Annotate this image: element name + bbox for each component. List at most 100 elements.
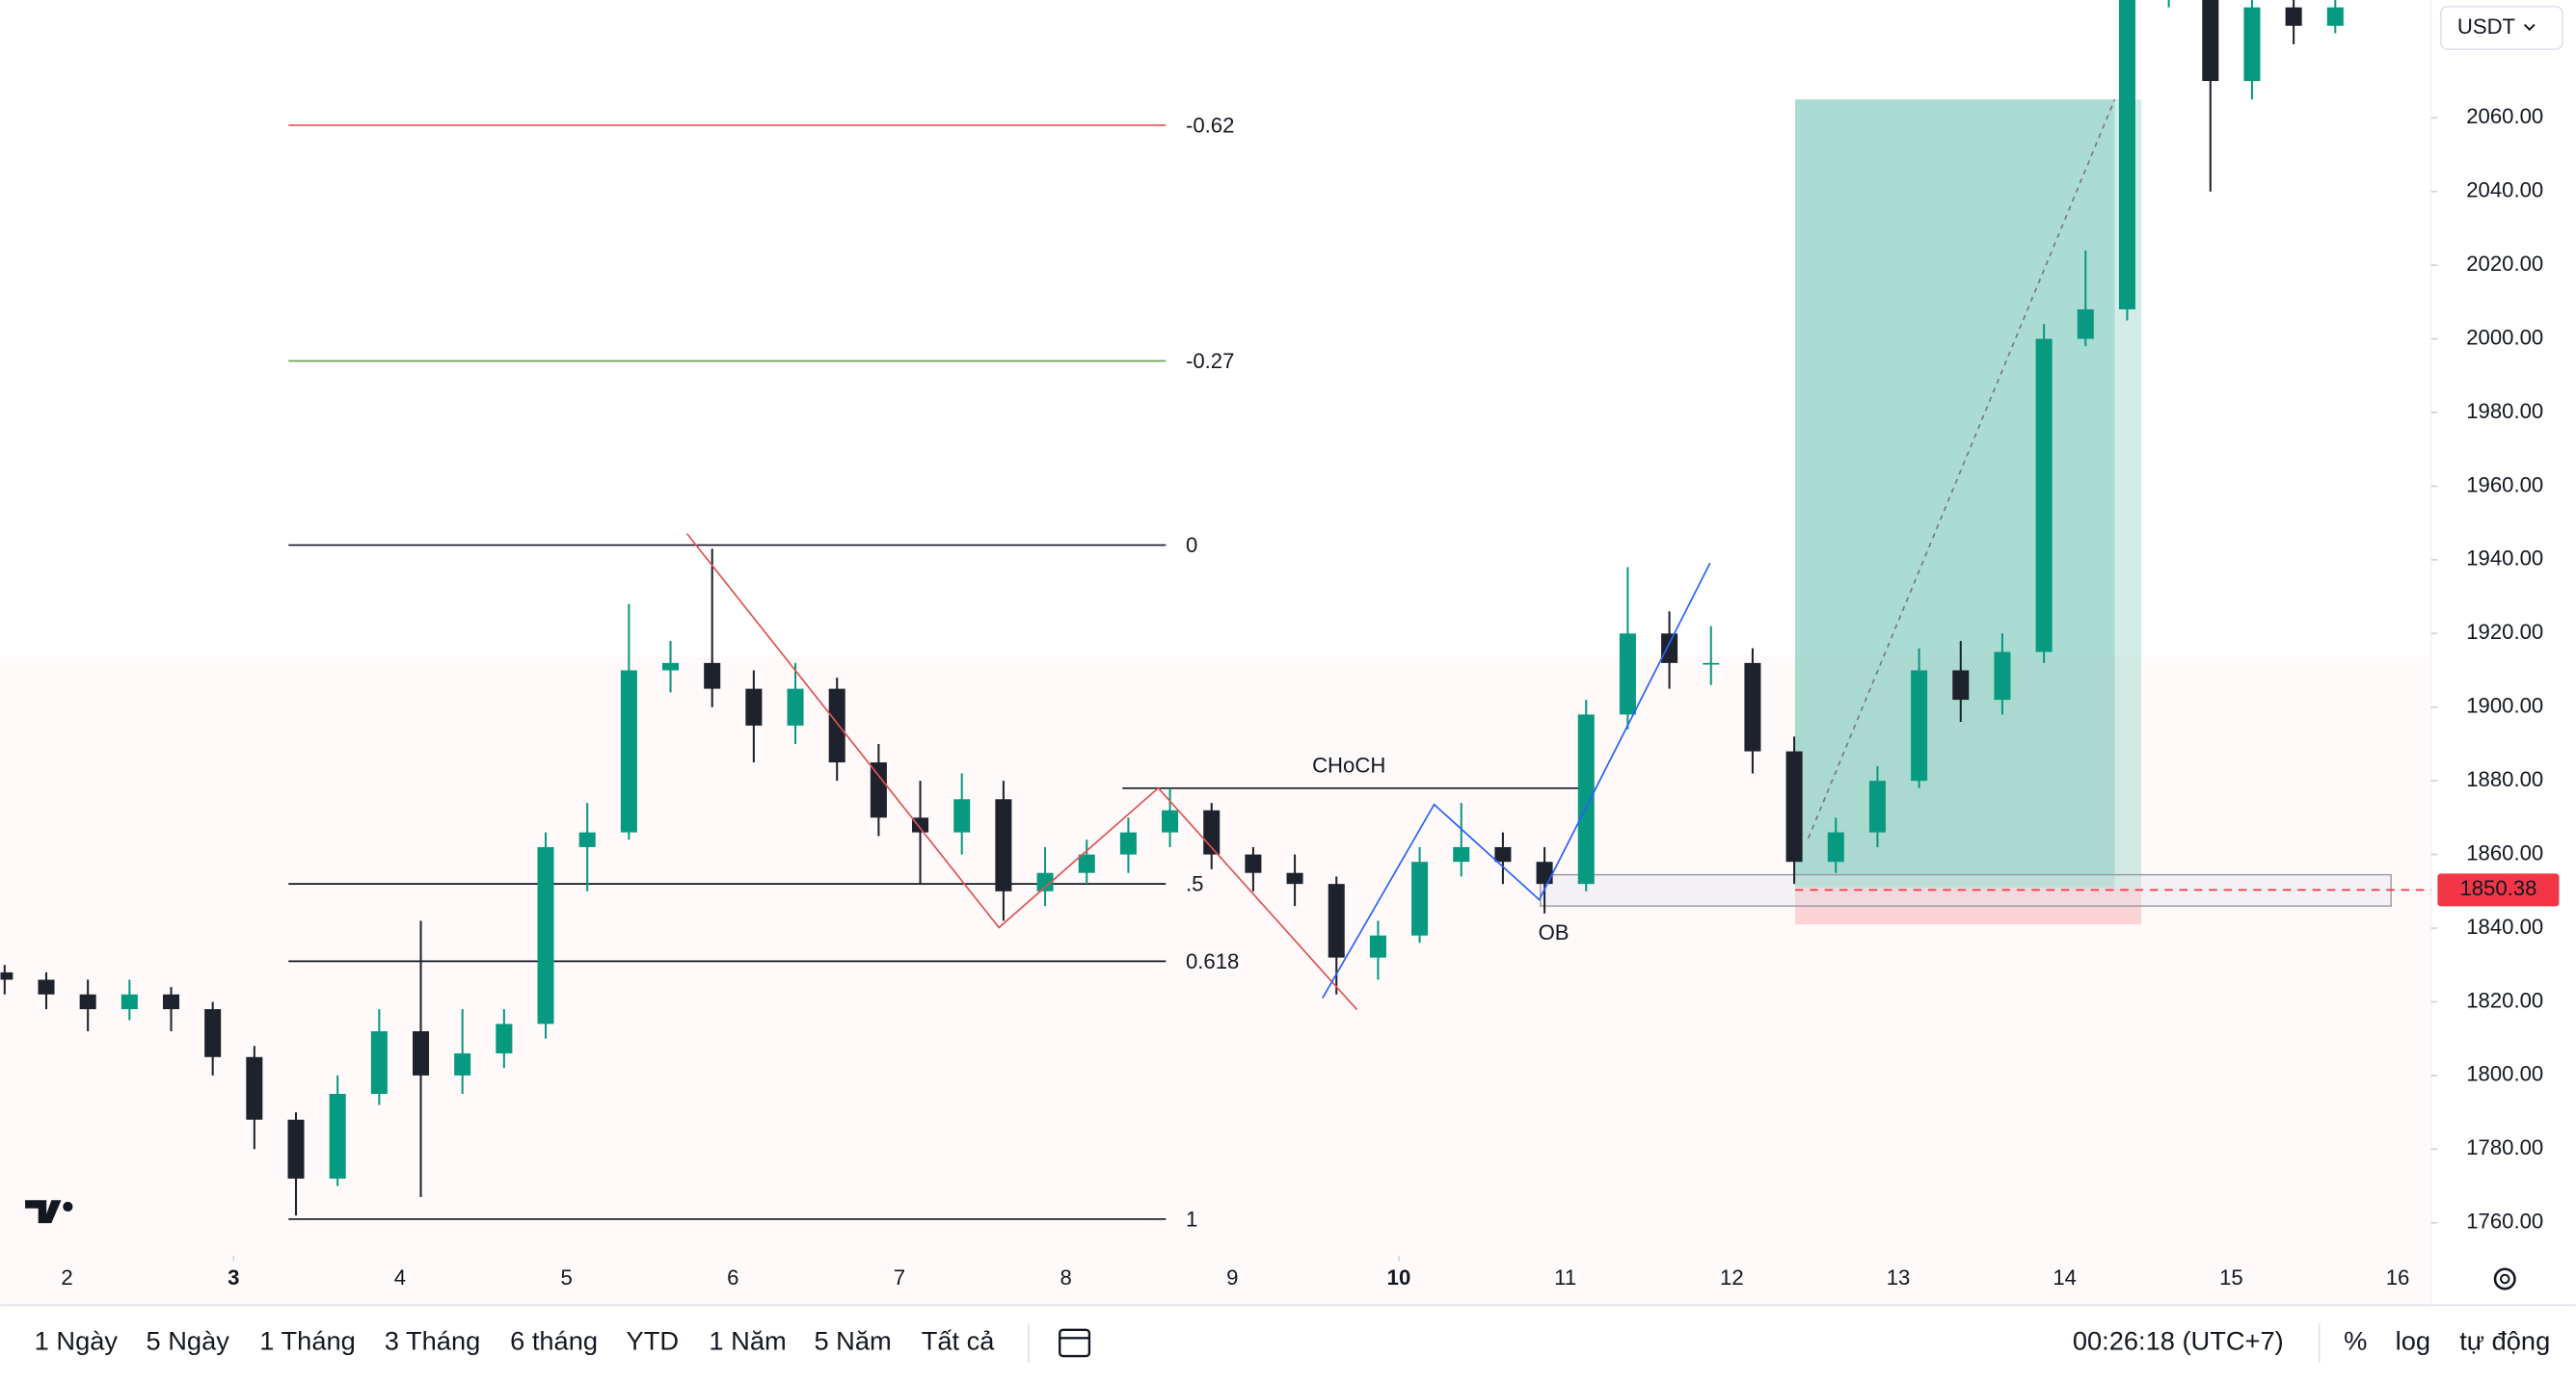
- candle-body: [496, 1024, 513, 1053]
- x-tick-label: 11: [1554, 1265, 1576, 1290]
- range-button[interactable]: 1 Năm: [709, 1326, 786, 1356]
- candle-body: [870, 762, 887, 818]
- tradingview-logo: [25, 1200, 73, 1224]
- x-tick-label: 7: [894, 1265, 905, 1290]
- candle-body: [578, 832, 596, 847]
- candle-body: [1703, 662, 1720, 665]
- x-tick-label: 13: [1887, 1265, 1911, 1290]
- range-button[interactable]: Tất cả: [922, 1326, 996, 1356]
- candle-body: [1536, 862, 1553, 885]
- candle-body: [2118, 0, 2135, 310]
- x-tick-label: 2: [61, 1265, 72, 1290]
- choch-label: CHoCH: [1312, 754, 1385, 778]
- candle-body: [2035, 338, 2053, 652]
- candle-body: [1078, 854, 1095, 873]
- candle-body: [662, 662, 680, 671]
- candle-body: [620, 670, 637, 833]
- candle-body: [745, 688, 763, 726]
- candle-body: [412, 1031, 430, 1076]
- candle-body: [787, 688, 804, 726]
- y-tick-label: 1800.00: [2466, 1062, 2543, 1086]
- y-tick-label: 2020.00: [2466, 252, 2543, 276]
- fib-label: 0.618: [1186, 949, 1239, 973]
- range-button[interactable]: 6 tháng: [510, 1326, 598, 1356]
- position-target-fill: [1794, 99, 2115, 888]
- position-target-zone: [1794, 99, 2142, 888]
- candle-body: [38, 979, 55, 995]
- candle-body: [1453, 846, 1470, 863]
- candle-body: [1369, 935, 1386, 958]
- candle-body: [121, 994, 138, 1010]
- candle-body: [995, 799, 1012, 892]
- candle-body: [1328, 884, 1345, 958]
- x-tick-label: 4: [394, 1265, 406, 1290]
- settings-icon[interactable]: [2493, 1267, 2516, 1291]
- candle-body: [0, 971, 13, 980]
- x-tick-label: 15: [2219, 1265, 2243, 1290]
- y-tick-label: 1980.00: [2466, 399, 2543, 423]
- candle-body: [204, 1009, 222, 1057]
- x-tick-label: 8: [1060, 1265, 1071, 1290]
- candle-body: [1036, 872, 1054, 892]
- currency-button[interactable]: USDT: [2439, 5, 2563, 50]
- candle-body: [1661, 633, 1678, 663]
- y-tick-label: 2060.00: [2466, 104, 2543, 128]
- x-tick-label: 3: [228, 1265, 239, 1290]
- fib-label: -0.62: [1186, 113, 1234, 137]
- candle-body: [2285, 7, 2302, 26]
- price-badge: [2437, 873, 2560, 907]
- auto-toggle[interactable]: tự động: [2459, 1326, 2550, 1356]
- zigzag-down: [685, 533, 1358, 1011]
- x-tick-label: 5: [560, 1265, 572, 1290]
- price-badge-label: 1850.38: [2459, 876, 2536, 900]
- candle-body: [953, 799, 971, 833]
- candle-body: [537, 846, 554, 1025]
- candle-body: [1619, 633, 1636, 715]
- candle-body: [1994, 652, 2011, 701]
- candle-body: [246, 1056, 263, 1120]
- range-button[interactable]: 5 Ngày: [147, 1326, 230, 1356]
- range-button[interactable]: 1 Tháng: [259, 1326, 355, 1356]
- candle-body: [1286, 872, 1303, 885]
- y-tick-label: 1760.00: [2466, 1210, 2543, 1234]
- candle-body: [1827, 832, 1844, 863]
- log-toggle[interactable]: log: [2396, 1326, 2430, 1356]
- range-button[interactable]: 5 Năm: [814, 1326, 891, 1356]
- y-tick-label: 1780.00: [2466, 1135, 2543, 1159]
- x-tick-label: 9: [1226, 1265, 1238, 1290]
- fib-label: 0: [1186, 533, 1197, 557]
- background-tint: [0, 656, 2431, 1306]
- candle-body: [1911, 670, 1928, 782]
- y-tick-label: 2000.00: [2466, 325, 2543, 349]
- x-tick-label: 14: [2053, 1265, 2077, 1290]
- candle-body: [1868, 781, 1886, 833]
- range-button[interactable]: 1 Ngày: [35, 1326, 119, 1356]
- y-tick-label: 1880.00: [2466, 767, 2543, 791]
- fib-label: -0.27: [1186, 349, 1234, 373]
- candle-body: [2326, 7, 2344, 26]
- candle-body: [704, 662, 721, 689]
- candle-body: [454, 1052, 471, 1076]
- y-tick-label: 2040.00: [2466, 178, 2543, 202]
- candle-body: [912, 817, 929, 833]
- range-button[interactable]: YTD: [627, 1326, 680, 1356]
- candle-body: [1952, 670, 1970, 701]
- candle-body: [828, 688, 845, 763]
- range-button[interactable]: 3 Tháng: [385, 1326, 480, 1356]
- date-range-icon[interactable]: [1059, 1328, 1091, 1358]
- candle-body: [2243, 7, 2261, 82]
- candle-body: [1162, 810, 1179, 833]
- order-block-label: OB: [1539, 920, 1570, 945]
- x-tick-label: 10: [1387, 1265, 1411, 1290]
- candle-body: [79, 994, 96, 1010]
- x-tick-label: 16: [2386, 1265, 2410, 1290]
- candle-body: [287, 1119, 305, 1179]
- candle-body: [1577, 714, 1595, 885]
- currency-label: USDT: [2457, 14, 2515, 39]
- y-tick-label: 1860.00: [2466, 840, 2543, 865]
- percent-toggle[interactable]: %: [2344, 1326, 2367, 1356]
- candle-body: [1785, 751, 1803, 863]
- fib-label: 1: [1186, 1207, 1197, 1231]
- x-tick-label: 6: [727, 1265, 738, 1290]
- clock: 00:26:18 (UTC+7): [2073, 1326, 2284, 1356]
